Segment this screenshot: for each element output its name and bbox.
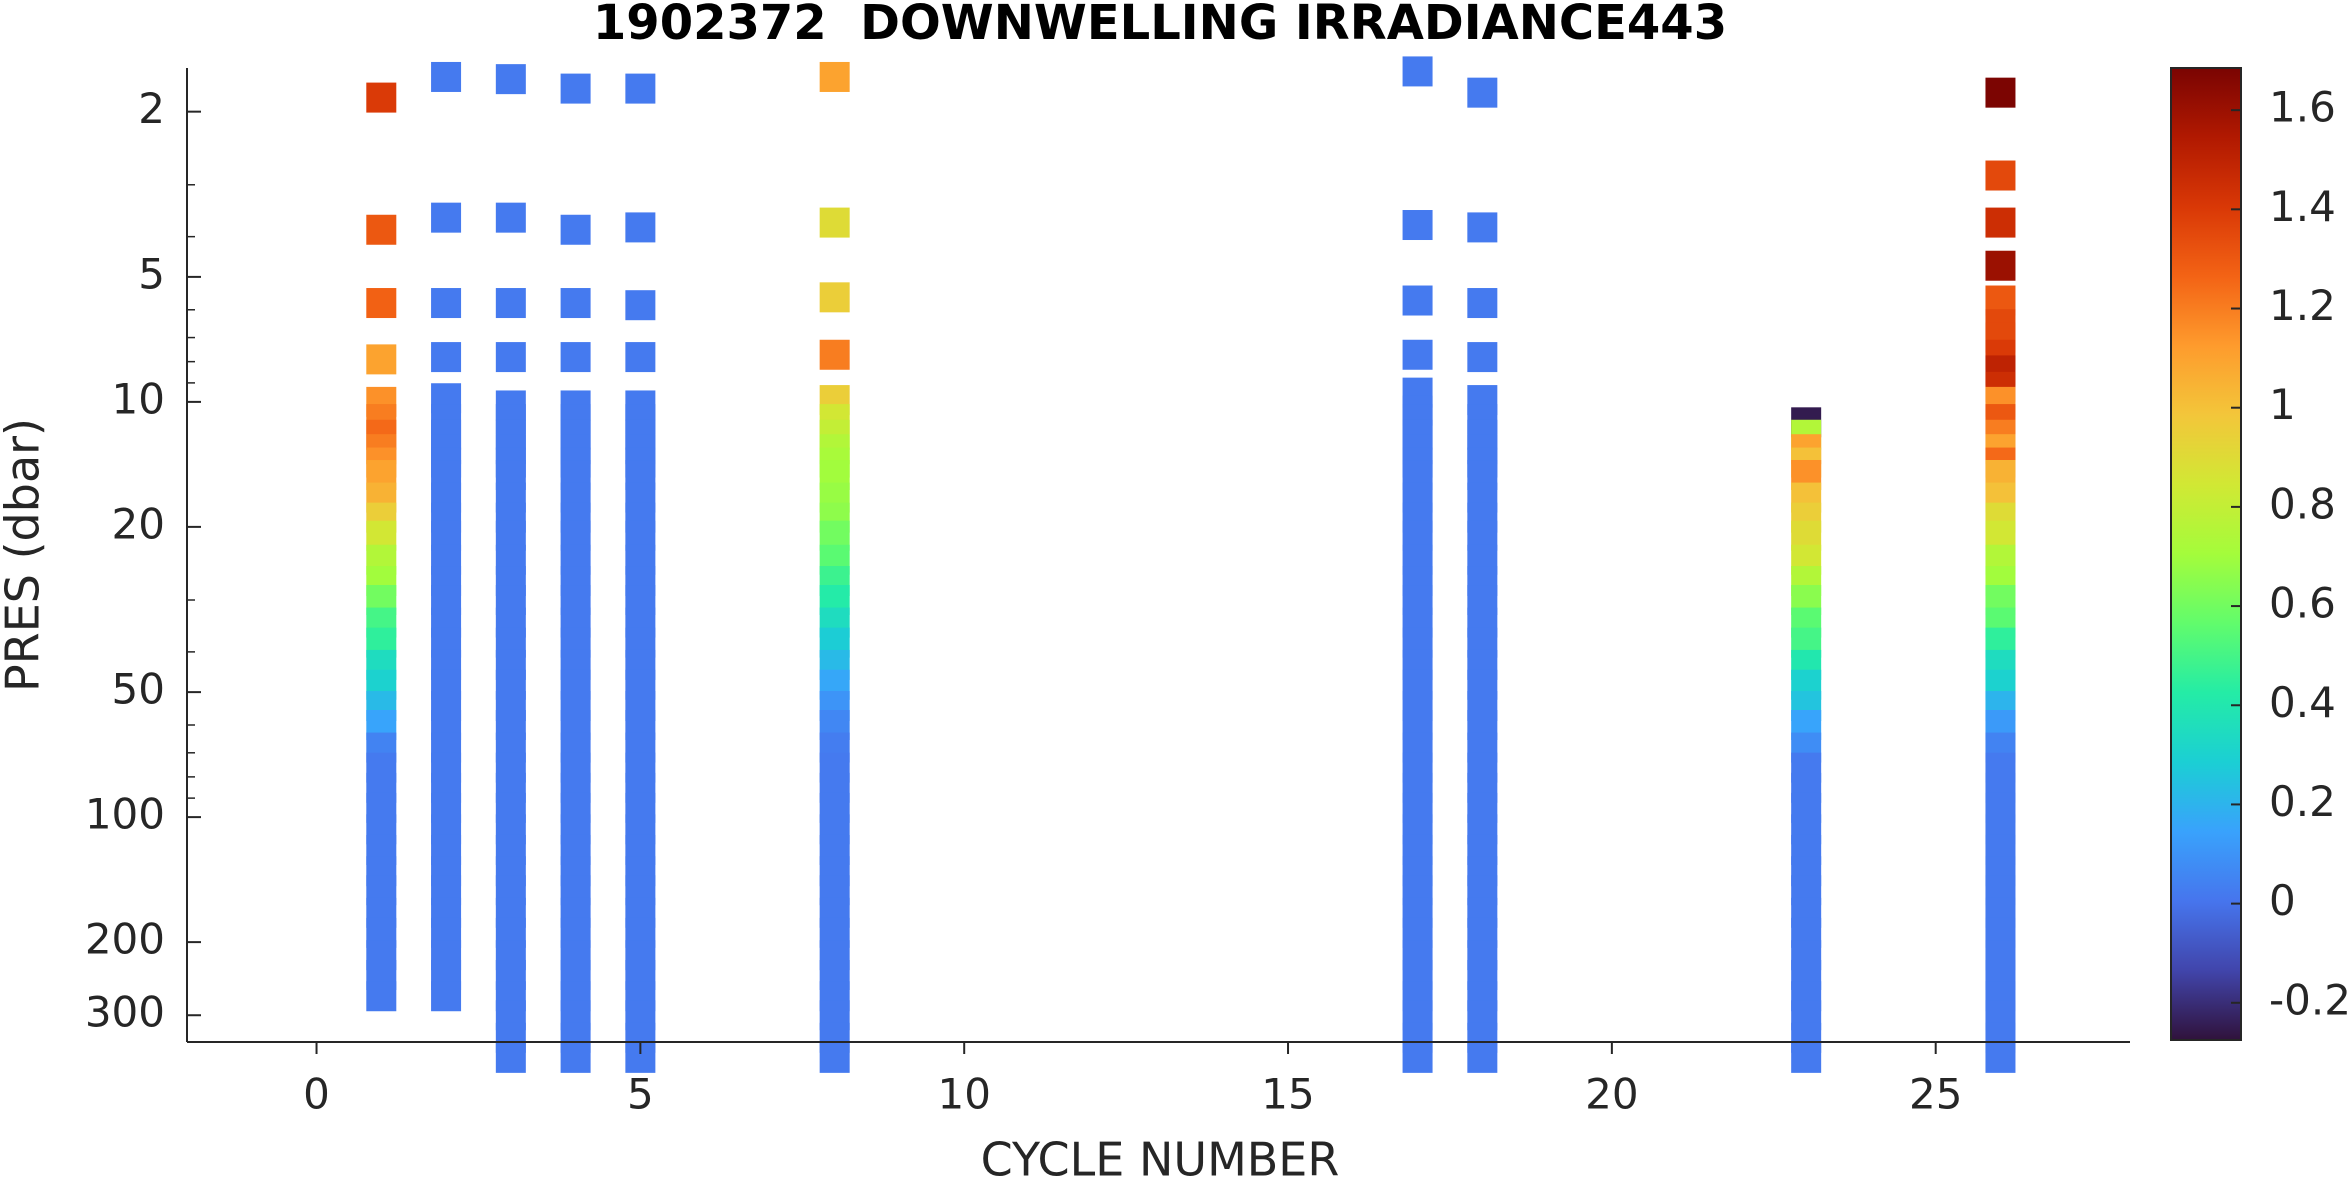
data-square	[495, 1042, 526, 1073]
data-square	[819, 207, 850, 238]
colorbar-tick-label: 1	[2269, 380, 2296, 429]
x-axis-label: CYCLE NUMBER	[981, 1133, 1340, 1187]
data-square	[1402, 56, 1433, 87]
data-square	[625, 290, 656, 321]
data-square	[1467, 1042, 1498, 1073]
data-square	[366, 981, 397, 1012]
colorbar-tick-label: 1.2	[2269, 281, 2336, 330]
data-square	[819, 339, 850, 370]
data-square	[1402, 1042, 1433, 1073]
data-square	[495, 64, 526, 95]
data-square	[1467, 212, 1498, 243]
colorbar	[2170, 67, 2242, 1041]
y-tick-label: 5	[138, 249, 165, 298]
data-square	[431, 342, 462, 373]
data-square	[1985, 1042, 2016, 1073]
data-square	[625, 212, 656, 243]
data-square	[819, 61, 850, 92]
data-square	[1402, 339, 1433, 370]
data-square	[1467, 342, 1498, 373]
data-square	[1467, 288, 1498, 319]
data-square	[1985, 77, 2016, 108]
x-tick-label: 10	[937, 1070, 990, 1119]
data-square	[560, 73, 591, 104]
data-square	[431, 202, 462, 233]
colorbar-tick-label: 0.8	[2269, 479, 2336, 528]
y-tick-label: 100	[85, 790, 165, 839]
x-tick-label: 20	[1585, 1070, 1638, 1119]
colorbar-tick-label: 1.4	[2269, 182, 2336, 231]
x-tick-label: 5	[627, 1070, 654, 1119]
data-square	[366, 344, 397, 375]
data-square	[495, 202, 526, 233]
data-square	[366, 82, 397, 113]
x-tick-label: 25	[1909, 1070, 1962, 1119]
data-square	[431, 981, 462, 1012]
data-square	[495, 342, 526, 373]
data-square	[560, 1042, 591, 1073]
y-tick-label: 10	[112, 374, 165, 423]
data-square	[1402, 285, 1433, 316]
data-square	[366, 214, 397, 245]
data-square	[819, 282, 850, 313]
data-square	[431, 61, 462, 92]
data-square	[1402, 210, 1433, 241]
y-tick-label: 300	[85, 988, 165, 1037]
data-square	[431, 288, 462, 319]
colorbar-tick-label: 0.6	[2269, 579, 2336, 628]
data-square	[1985, 250, 2016, 281]
data-square	[1791, 1042, 1822, 1073]
x-tick-label: 0	[303, 1070, 330, 1119]
x-tick-label: 15	[1261, 1070, 1314, 1119]
data-square	[366, 288, 397, 319]
data-square	[625, 73, 656, 104]
y-tick-label: 50	[112, 665, 165, 714]
colorbar-tick-label: 0	[2269, 876, 2296, 925]
data-square	[560, 288, 591, 319]
y-axis-label: PRES (dbar)	[0, 418, 50, 692]
data-square	[819, 1042, 850, 1073]
y-tick-label: 200	[85, 915, 165, 964]
y-tick-label: 20	[112, 499, 165, 548]
data-square	[1985, 160, 2016, 191]
data-square	[1467, 77, 1498, 108]
colorbar-tick-label: 0.2	[2269, 777, 2336, 826]
colorbar-tick-label: 0.4	[2269, 678, 2336, 727]
data-square	[625, 342, 656, 373]
y-tick-label: 2	[138, 84, 165, 133]
data-square	[495, 288, 526, 319]
colorbar-tick-label: 1.6	[2269, 83, 2336, 132]
data-square	[560, 214, 591, 245]
data-square	[560, 342, 591, 373]
data-square	[1985, 207, 2016, 238]
colorbar-tick-label: -0.2	[2269, 975, 2351, 1024]
chart-title: 1902372 DOWNWELLING IRRADIANCE443	[593, 0, 1727, 51]
